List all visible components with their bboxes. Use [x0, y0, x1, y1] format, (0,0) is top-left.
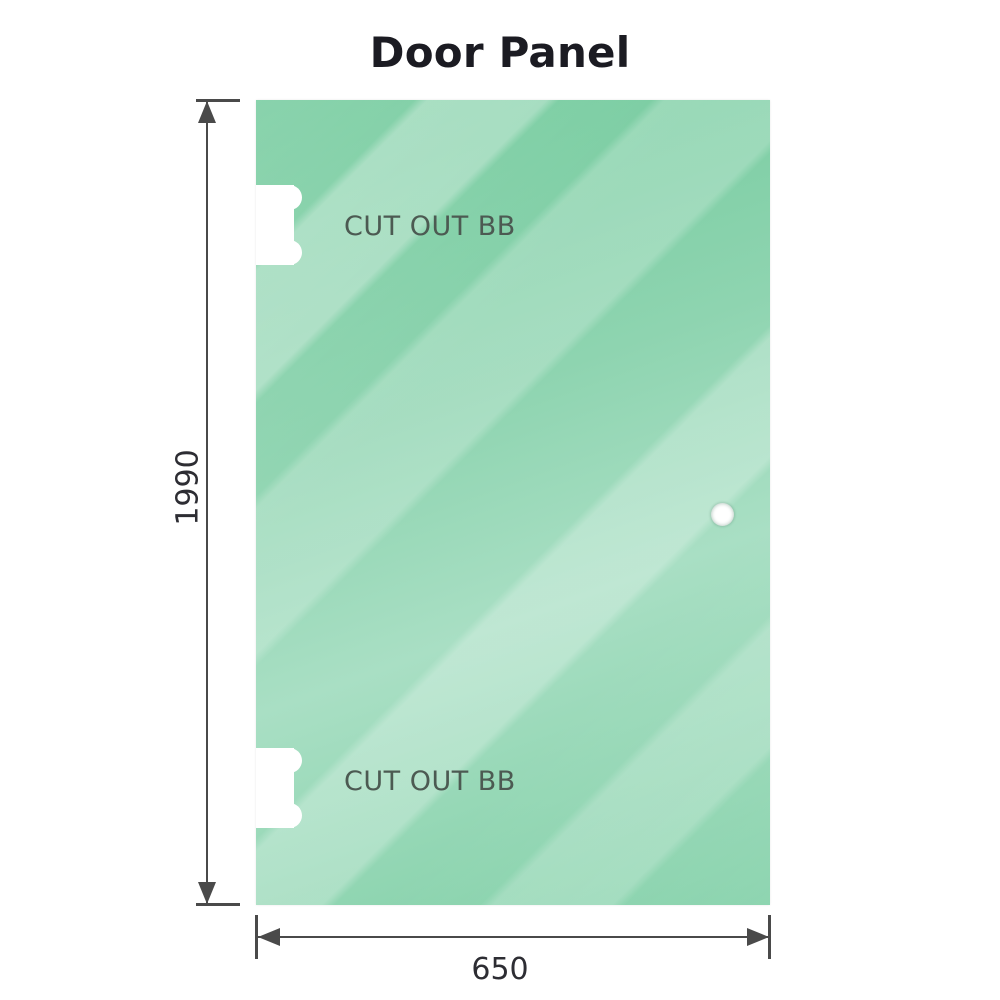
arrow-left-icon	[258, 928, 280, 946]
cutout-upper-stem	[277, 197, 294, 253]
handle-hole	[711, 503, 734, 526]
arrow-down-icon	[198, 882, 216, 904]
cutout-upper-label: CUT OUT BB	[344, 211, 516, 242]
glass-surface	[256, 100, 770, 905]
cutout-upper-lobe-top	[277, 185, 302, 210]
width-dimension-label: 650	[471, 952, 529, 987]
cutout-lower-lobe-top	[277, 748, 302, 773]
cutout-upper	[256, 185, 302, 265]
height-extension-tick-top	[196, 99, 240, 102]
glass-door-panel: CUT OUT BB CUT OUT BB	[256, 100, 770, 905]
height-extension-tick-bottom	[196, 903, 240, 906]
height-dimension-line	[206, 100, 208, 905]
arrow-right-icon	[747, 928, 769, 946]
cutout-lower-stem	[277, 760, 294, 816]
cutout-upper-lobe-bottom	[277, 240, 302, 265]
arrow-up-icon	[198, 101, 216, 123]
width-dimension-line	[256, 936, 770, 938]
page-title: Door Panel	[369, 28, 631, 77]
cutout-lower	[256, 748, 302, 828]
cutout-lower-lobe-bottom	[277, 803, 302, 828]
cutout-lower-label: CUT OUT BB	[344, 766, 516, 797]
height-dimension-label: 1990	[170, 449, 206, 526]
